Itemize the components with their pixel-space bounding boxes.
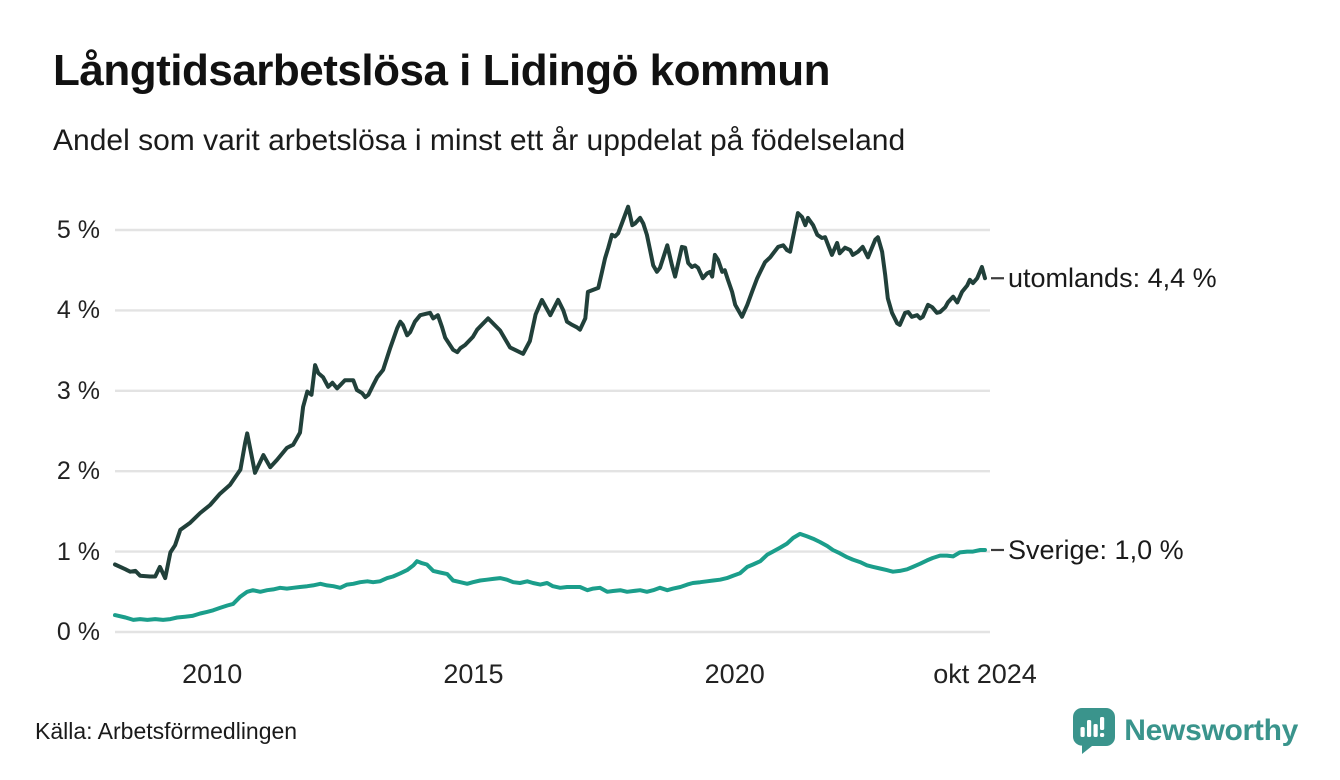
- newsworthy-icon: [1073, 708, 1116, 754]
- series-line-utomlands: [113, 204, 987, 581]
- x-tick-label: 2015: [443, 659, 504, 689]
- x-tick-label: 2010: [182, 659, 243, 689]
- brand-name: Newsworthy: [1124, 714, 1298, 747]
- source-note: Källa: Arbetsförmedlingen: [35, 718, 298, 744]
- x-tick-label: okt 2024: [933, 659, 1037, 689]
- y-tick-label: 3 %: [56, 376, 100, 405]
- series-label-sverige: Sverige: 1,0 %: [1008, 534, 1184, 565]
- y-tick-label: 1 %: [56, 537, 100, 566]
- page-subtitle: Andel som varit arbetslösa i minst ett å…: [53, 124, 906, 157]
- series-label-utomlands: utomlands: 4,4 %: [1008, 263, 1217, 294]
- x-tick-label: 2020: [704, 659, 765, 689]
- series-line-Sverige: [113, 531, 987, 622]
- y-tick-label: 5 %: [56, 216, 100, 244]
- page-title: Långtidsarbetslösa i Lidingö kommun: [53, 46, 831, 95]
- y-tick-label: 4 %: [56, 296, 100, 325]
- y-tick-label: 2 %: [56, 457, 100, 486]
- brand-logo: Newsworthy: [1073, 708, 1298, 754]
- y-tick-label: 0 %: [56, 618, 100, 646]
